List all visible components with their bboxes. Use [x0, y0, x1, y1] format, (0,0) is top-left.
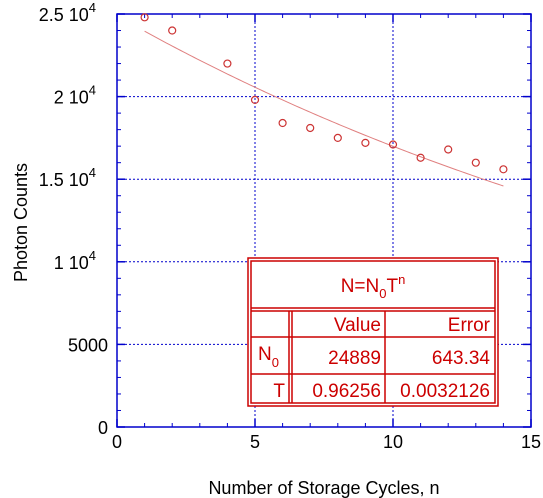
data-point	[223, 59, 232, 68]
data-point	[471, 158, 480, 167]
table-header-value: Value	[334, 315, 381, 336]
table-row-t-error: 0.0032126	[400, 381, 490, 402]
data-point	[278, 118, 287, 128]
x-tick-label: 0	[112, 432, 122, 452]
x-tick-label: 15	[521, 432, 541, 452]
y-tick-label: 1.5 104	[39, 165, 96, 190]
data-point	[361, 138, 370, 147]
table-row-n0-error: 643.34	[432, 348, 491, 369]
x-tick-label: 5	[250, 432, 260, 452]
data-point	[416, 153, 425, 162]
table-title: N=N0Tn	[341, 272, 406, 301]
y-tick-label: 2 104	[54, 83, 96, 108]
data-point	[333, 133, 342, 142]
table-title-sup: n	[398, 272, 405, 287]
y-tick-label: 0	[98, 418, 108, 438]
table-title-main2: T	[386, 276, 398, 297]
table-title-sub: 0	[379, 286, 386, 301]
x-tick-label: 10	[383, 432, 403, 452]
table-row-n0-name: N0	[258, 344, 279, 370]
y-tick-label: 5000	[68, 335, 108, 355]
tick-labels: 0 5 10 15 0 5000 1 104 1.5 104 2 104 2.5 104	[39, 0, 541, 452]
plot-frame	[116, 13, 532, 428]
y-tick-label: 2.5 104	[39, 0, 96, 25]
data-point	[250, 95, 260, 105]
y-axis-title: Photon Counts	[11, 163, 31, 282]
x-axis-title: Number of Storage Cycles, n	[208, 478, 439, 498]
data-point	[168, 26, 177, 35]
data-point	[140, 13, 149, 22]
table-row-t-name: T	[273, 381, 285, 402]
table-row-t-value: 0.96256	[312, 381, 381, 402]
data-point	[444, 145, 453, 154]
data-points	[140, 13, 508, 174]
data-point	[499, 165, 508, 174]
y-tick-label: 1 104	[54, 248, 96, 273]
data-point	[388, 140, 398, 149]
axis-ticks	[116, 13, 532, 428]
table-inner-border	[250, 260, 496, 404]
fit-curve	[144, 30, 504, 187]
table-title-main: N=N	[341, 276, 380, 297]
table-row-n0-value: 24889	[328, 348, 381, 369]
table-header-error: Error	[448, 315, 491, 336]
table-outer-border	[247, 257, 499, 407]
data-point	[306, 123, 315, 133]
fit-parameter-table: N=N0Tn Value Error N0 24889 643.34 T 0.9…	[247, 257, 499, 407]
